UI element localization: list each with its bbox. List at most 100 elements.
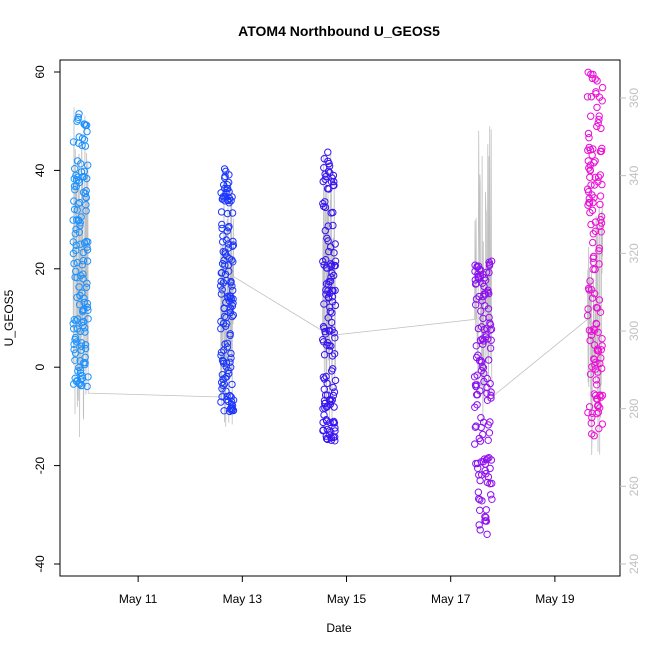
y2-tick-label: 280: [627, 398, 641, 418]
data-point: [593, 103, 601, 112]
data-point: [79, 274, 87, 283]
data-point: [471, 403, 479, 411]
data-point: [590, 290, 599, 298]
data-point: [587, 181, 595, 189]
data-point: [217, 348, 226, 356]
data-point: [76, 380, 84, 388]
data-point: [221, 172, 229, 181]
data-point: [471, 261, 479, 269]
data-point: [477, 307, 485, 315]
data-point: [76, 221, 84, 230]
data-point: [331, 240, 339, 248]
data-point: [586, 370, 595, 378]
data-point: [597, 212, 606, 221]
data-point: [82, 283, 91, 291]
data-point: [331, 301, 340, 310]
data-point: [76, 357, 84, 365]
data-point: [584, 129, 593, 138]
secondary-series-line: [72, 107, 603, 456]
data-point: [222, 359, 231, 367]
data-point: [330, 177, 338, 186]
data-point: [485, 454, 493, 462]
data-point: [589, 145, 597, 153]
data-point: [597, 124, 605, 133]
data-point: [225, 178, 233, 187]
data-point: [476, 437, 485, 445]
data-point: [221, 261, 229, 269]
data-point: [76, 219, 85, 227]
data-point: [71, 349, 80, 357]
data-point: [330, 403, 338, 411]
data-point: [474, 488, 483, 496]
data-point: [598, 335, 606, 343]
data-point: [225, 267, 233, 275]
data-point: [589, 198, 597, 207]
data-point: [590, 432, 598, 440]
y-tick-label: 20: [33, 262, 47, 276]
data-point: [81, 328, 89, 336]
data-point: [84, 373, 92, 381]
data-point: [331, 261, 339, 270]
data-point: [83, 174, 91, 183]
data-point: [598, 420, 607, 428]
data-point: [585, 199, 594, 207]
data-point: [73, 117, 81, 125]
data-point: [589, 70, 597, 79]
data-point: [223, 320, 231, 328]
data-point: [322, 372, 330, 381]
data-point: [473, 381, 481, 389]
data-point: [228, 209, 237, 217]
data-point: [329, 391, 338, 400]
data-point: [78, 134, 87, 142]
data-point: [485, 289, 493, 298]
data-point: [474, 262, 483, 270]
y-tick-label: -40: [33, 555, 47, 573]
data-point: [229, 396, 238, 404]
data-point: [596, 171, 604, 179]
data-point: [82, 344, 90, 353]
data-point: [588, 294, 597, 302]
data-point: [75, 301, 84, 309]
data-point: [591, 157, 599, 165]
data-point: [218, 286, 226, 294]
data-point: [478, 358, 486, 366]
y2-tick-label: 340: [627, 165, 641, 185]
data-point: [328, 309, 336, 317]
data-point: [592, 376, 600, 384]
data-point: [481, 513, 489, 521]
data-point: [228, 193, 236, 201]
data-point: [72, 246, 80, 255]
data-point: [217, 290, 226, 298]
data-point: [229, 295, 237, 303]
data-point: [480, 369, 488, 378]
data-point: [325, 346, 333, 355]
data-point: [331, 437, 339, 445]
data-point: [229, 406, 238, 415]
data-point: [83, 243, 91, 251]
data-point: [591, 265, 599, 274]
data-point: [586, 166, 594, 175]
data-point: [83, 127, 91, 136]
data-point: [597, 346, 605, 354]
data-point: [329, 383, 337, 392]
data-point: [596, 200, 604, 209]
data-point: [69, 216, 77, 224]
data-point: [69, 138, 78, 146]
data-point: [223, 339, 232, 347]
data-point: [473, 391, 482, 399]
data-point: [586, 208, 594, 217]
data-point: [329, 365, 337, 373]
data-point: [585, 403, 594, 411]
data-point: [229, 237, 237, 246]
data-point: [594, 328, 602, 336]
data-point: [331, 427, 339, 435]
data-point: [325, 247, 333, 256]
data-point: [328, 269, 336, 277]
data-point: [84, 306, 92, 314]
x-axis-label: Date: [326, 621, 352, 635]
data-point: [225, 171, 233, 179]
data-point: [222, 363, 231, 371]
data-point: [330, 350, 339, 358]
data-point: [487, 456, 496, 464]
data-point: [74, 113, 83, 122]
